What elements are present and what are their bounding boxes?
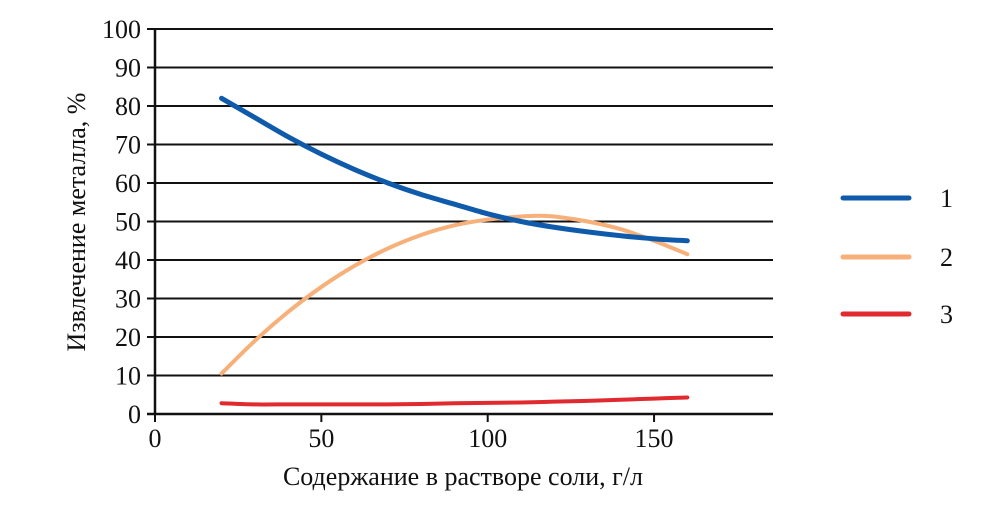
legend-label: 2 xyxy=(940,243,953,272)
legend: 1 2 3 xyxy=(840,184,953,329)
legend-label: 3 xyxy=(940,300,953,329)
legend-label: 1 xyxy=(940,184,953,213)
x-tick-label: 0 xyxy=(149,424,162,453)
x-axis-title: Содержание в растворе соли, г/л xyxy=(283,462,643,491)
x-axis-ticks: 0 50 100 150 xyxy=(149,414,674,453)
legend-item-3: 3 xyxy=(840,300,953,329)
data-series xyxy=(219,95,690,407)
x-tick-label: 150 xyxy=(635,424,674,453)
series-line-2 xyxy=(219,213,690,376)
series-line-3 xyxy=(219,395,690,407)
x-tick-label: 50 xyxy=(308,424,334,453)
y-tick-label: 0 xyxy=(128,400,141,429)
legend-item-1: 1 xyxy=(840,184,953,213)
y-tick-label: 40 xyxy=(115,246,141,275)
y-tick-label: 100 xyxy=(102,15,141,44)
y-tick-label: 60 xyxy=(115,169,141,198)
y-axis-ticks: 0 10 20 30 40 50 60 70 80 90 100 xyxy=(102,15,141,429)
y-tick-label: 90 xyxy=(115,54,141,83)
y-tick-label: 80 xyxy=(115,92,141,121)
y-tick-label: 20 xyxy=(115,323,141,352)
y-tick-label: 30 xyxy=(115,285,141,314)
y-tick-label: 10 xyxy=(115,362,141,391)
legend-item-2: 2 xyxy=(840,243,953,272)
x-tick-label: 100 xyxy=(468,424,507,453)
y-tick-label: 50 xyxy=(115,208,141,237)
y-axis-title: Извлечение металла, % xyxy=(62,93,91,352)
series-line-1 xyxy=(219,95,690,244)
gridlines xyxy=(147,28,773,415)
y-tick-label: 70 xyxy=(115,131,141,160)
